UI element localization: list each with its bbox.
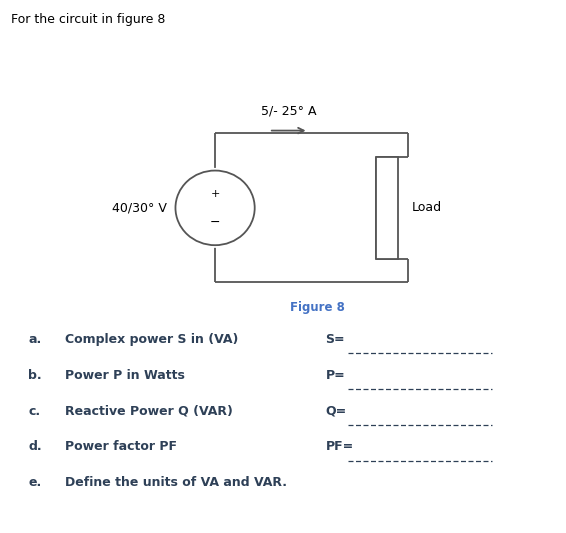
Text: a.: a. xyxy=(28,333,41,346)
Circle shape xyxy=(173,168,258,248)
Text: Power factor PF: Power factor PF xyxy=(65,440,177,453)
Text: Q=: Q= xyxy=(325,405,347,417)
Text: +: + xyxy=(211,189,220,199)
Text: S=: S= xyxy=(325,333,345,346)
Text: Complex power S in (VA): Complex power S in (VA) xyxy=(65,333,238,346)
Bar xyxy=(376,157,398,259)
Text: For the circuit in figure 8: For the circuit in figure 8 xyxy=(11,13,166,26)
Text: e.: e. xyxy=(28,476,41,489)
Text: Figure 8: Figure 8 xyxy=(290,301,344,314)
Text: 5/- 25° A: 5/- 25° A xyxy=(261,104,316,117)
Text: Power P in Watts: Power P in Watts xyxy=(65,369,185,382)
Text: b.: b. xyxy=(28,369,42,382)
Text: 40/30° V: 40/30° V xyxy=(112,201,167,214)
Text: c.: c. xyxy=(28,405,40,417)
Bar xyxy=(376,157,398,259)
Text: Reactive Power Q (VAR): Reactive Power Q (VAR) xyxy=(65,405,233,417)
Text: P=: P= xyxy=(325,369,345,382)
Text: −: − xyxy=(210,215,220,229)
Text: Load: Load xyxy=(412,201,442,214)
Text: Define the units of VA and VAR.: Define the units of VA and VAR. xyxy=(65,476,287,489)
Text: PF=: PF= xyxy=(325,440,354,453)
Text: d.: d. xyxy=(28,440,42,453)
